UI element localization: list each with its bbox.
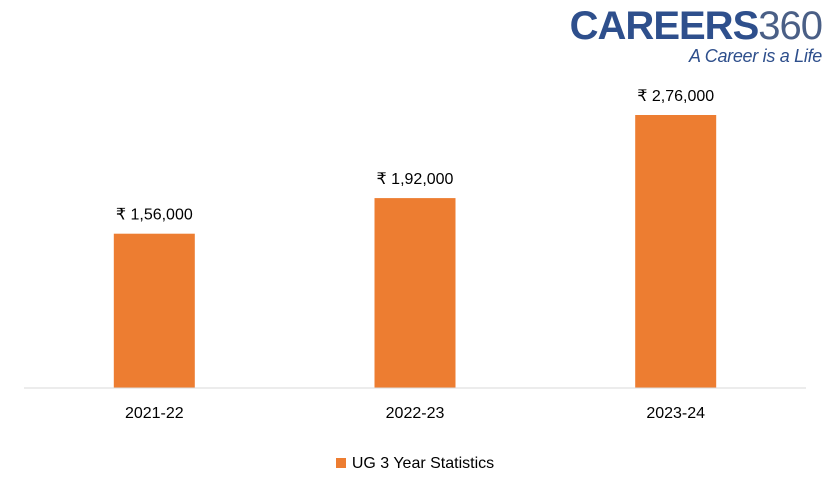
x-tick-labels-group: 2021-22 2022-23 2023-24 bbox=[125, 405, 705, 422]
legend-label: UG 3 Year Statistics bbox=[351, 455, 495, 472]
bar-2022-23 bbox=[374, 198, 456, 388]
bar-2023-24 bbox=[635, 115, 717, 388]
bars-group bbox=[113, 115, 717, 388]
x-tick-label-2022-23: 2022-23 bbox=[386, 405, 445, 422]
brand-wordmark: CAREERS360 bbox=[569, 4, 823, 48]
brand-logo: CAREERS360 A Career is a Life bbox=[569, 4, 823, 67]
x-tick-label-2021-22: 2021-22 bbox=[125, 405, 184, 422]
brand-tagline: A Career is a Life bbox=[689, 46, 822, 66]
data-label-2021-22: ₹ 1,56,000 bbox=[116, 207, 193, 224]
brand-name: CAREERS bbox=[569, 4, 760, 48]
data-label-2023-24: ₹ 2,76,000 bbox=[637, 88, 714, 105]
data-label-2022-23: ₹ 1,92,000 bbox=[377, 171, 454, 188]
brand-number: 360 bbox=[758, 4, 823, 48]
chart-legend: UG 3 Year Statistics bbox=[0, 455, 830, 473]
data-labels-group: ₹ 1,56,000 ₹ 1,92,000 ₹ 2,76,000 bbox=[116, 88, 714, 224]
legend-swatch bbox=[335, 458, 346, 468]
x-tick-label-2023-24: 2023-24 bbox=[646, 405, 705, 422]
bar-2021-22 bbox=[113, 233, 195, 388]
